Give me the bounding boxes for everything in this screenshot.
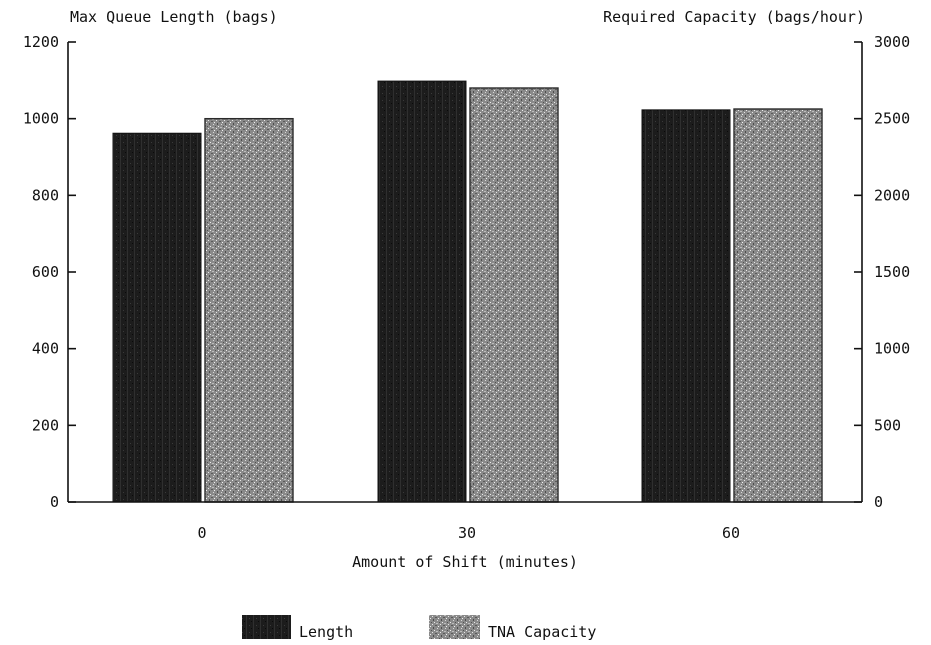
bar-tna-capacity xyxy=(469,87,559,503)
x-axis-title: Amount of Shift (minutes) xyxy=(352,553,578,571)
legend-label-length: Length xyxy=(299,623,353,641)
left-axis-ticks: 0 200 400 600 800 1000 1200 xyxy=(23,33,76,511)
legend: Length TNA Capacity xyxy=(242,615,596,641)
legend-label-tna-capacity: TNA Capacity xyxy=(488,623,596,641)
bar-length xyxy=(377,80,467,503)
left-tick-label: 600 xyxy=(32,263,59,281)
left-tick-label: 400 xyxy=(32,340,59,358)
left-tick-label: 200 xyxy=(32,416,59,434)
left-axis-title: Max Queue Length (bags) xyxy=(70,8,278,26)
x-tick-label: 60 xyxy=(722,524,740,542)
bars-group xyxy=(112,80,823,503)
right-tick-label: 500 xyxy=(874,416,901,434)
x-tick-label: 30 xyxy=(458,524,476,542)
x-axis-ticks: 0 30 60 xyxy=(197,524,740,542)
right-tick-label: 0 xyxy=(874,493,883,511)
x-tick-label: 0 xyxy=(197,524,206,542)
legend-swatch-length xyxy=(242,615,291,639)
bar-length xyxy=(112,132,202,503)
left-tick-label: 800 xyxy=(32,186,59,204)
right-tick-label: 1000 xyxy=(874,340,910,358)
left-tick-label: 0 xyxy=(50,493,59,511)
right-tick-label: 3000 xyxy=(874,33,910,51)
right-tick-label: 2500 xyxy=(874,110,910,128)
left-tick-label: 1000 xyxy=(23,110,59,128)
right-axis-title: Required Capacity (bags/hour) xyxy=(603,8,865,26)
right-axis-ticks: 0 500 1000 1500 2000 2500 3000 xyxy=(854,33,910,511)
bar-tna-capacity xyxy=(733,108,823,503)
legend-swatch-tna-capacity xyxy=(429,615,480,639)
right-tick-label: 2000 xyxy=(874,186,910,204)
bar-length xyxy=(641,109,731,503)
right-tick-label: 1500 xyxy=(874,263,910,281)
bar-tna-capacity xyxy=(204,117,294,503)
left-tick-label: 1200 xyxy=(23,33,59,51)
